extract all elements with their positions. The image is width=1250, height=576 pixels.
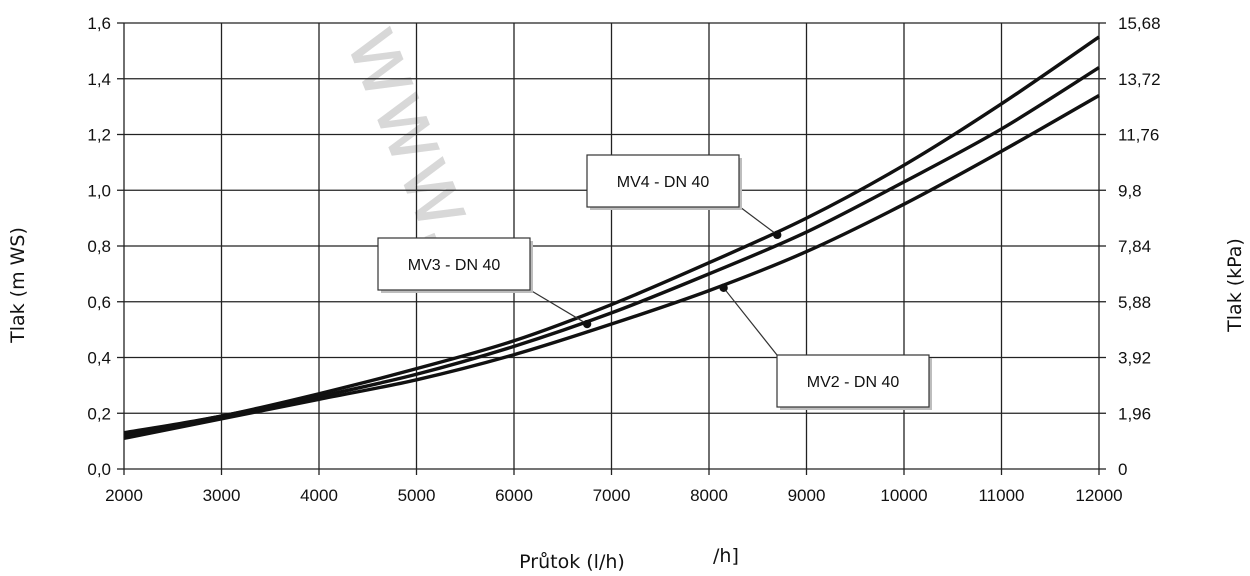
- annotation-leader-line: [723, 287, 778, 356]
- y-tick-label-left: 0,4: [87, 349, 111, 368]
- y-tick-label-left: 0,0: [87, 460, 111, 479]
- y-tick-label-right: 15,68: [1118, 14, 1161, 33]
- y-tick-label-left: 1,2: [87, 126, 111, 145]
- annotation-leader-line: [739, 206, 778, 236]
- series-line-1: [123, 35, 1100, 435]
- annotation-label: MV3 - DN 40: [408, 257, 501, 274]
- grid-lines: [123, 22, 1100, 470]
- annotation-box: [776, 354, 930, 408]
- y-tick-label-right: 13,72: [1118, 70, 1161, 89]
- y-tick-labels-left: 0,0 0,2 0,4 0,6 0,8 1,0 1,2 1,4 1,6: [87, 14, 111, 479]
- annotation-box: [377, 237, 531, 291]
- y-tick-label-right: 5,88: [1118, 293, 1151, 312]
- annotation-marker: [773, 230, 782, 240]
- y-tick-label-left: 1,0: [87, 181, 111, 200]
- x-tick-label: 11000: [978, 486, 1024, 505]
- x-tick-label: 9000: [788, 486, 826, 505]
- y-tick-label-right: 0: [1118, 460, 1127, 479]
- y-tick-label-left: 0,2: [87, 404, 111, 423]
- y-axis-title-left: Tlak (m WS): [7, 227, 29, 344]
- y-axis-title-right: Tlak (kPa): [1224, 238, 1246, 333]
- annotation-label: MV2 - DN 40: [807, 374, 900, 391]
- y-tick-label-right: 1,96: [1118, 404, 1151, 423]
- y-tick-labels-right: 0 1,96 3,92 5,88 7,84 9,8 11,76 13,72 15,68: [1118, 14, 1161, 479]
- x-tick-label: 4000: [300, 486, 338, 505]
- x-tick-label: 12000: [1075, 486, 1122, 505]
- y-tick-label-right: 9,8: [1118, 181, 1142, 200]
- y-tick-label-left: 0,8: [87, 237, 111, 256]
- x-tick-label: 5000: [398, 486, 436, 505]
- watermark-text: www.: [326, 10, 505, 261]
- annotation-leader-line: [529, 289, 588, 325]
- y-tick-label-right: 3,92: [1118, 349, 1151, 368]
- series-line-2: [123, 66, 1100, 438]
- y-tick-label-left: 1,4: [87, 70, 111, 89]
- annotation-marker: [582, 319, 592, 329]
- watermark: www.: [326, 10, 505, 261]
- x-tick-label: 8000: [690, 486, 728, 505]
- x-tick-label: 10000: [880, 486, 927, 505]
- y-tick-label-left: 1,6: [87, 14, 111, 33]
- x-tick-label: 6000: [495, 486, 533, 505]
- x-axis-title: Průtok (l/h): [519, 551, 625, 573]
- series-lines: [123, 35, 1100, 441]
- x-tick-label: 3000: [203, 486, 241, 505]
- x-axis-title-fragment: /h]: [713, 545, 739, 567]
- annotations: MV4 - DN 40 MV3 - DN 40 MV2 - DN 40: [377, 154, 932, 410]
- y-tick-label-right: 7,84: [1118, 237, 1151, 256]
- x-tick-labels: 2000 3000 4000 5000 6000 7000 8000 9000 10000 110…: [105, 486, 1123, 505]
- x-tick-label: 2000: [105, 486, 143, 505]
- annotation-box: [586, 154, 740, 208]
- annotation-label: MV4 - DN 40: [617, 174, 710, 191]
- annotation-marker: [719, 283, 728, 293]
- axes: [117, 22, 1106, 475]
- y-tick-label-left: 0,6: [87, 293, 111, 312]
- y-tick-label-right: 11,76: [1118, 126, 1159, 145]
- x-tick-label: 7000: [593, 486, 631, 505]
- series-line-3: [123, 93, 1100, 441]
